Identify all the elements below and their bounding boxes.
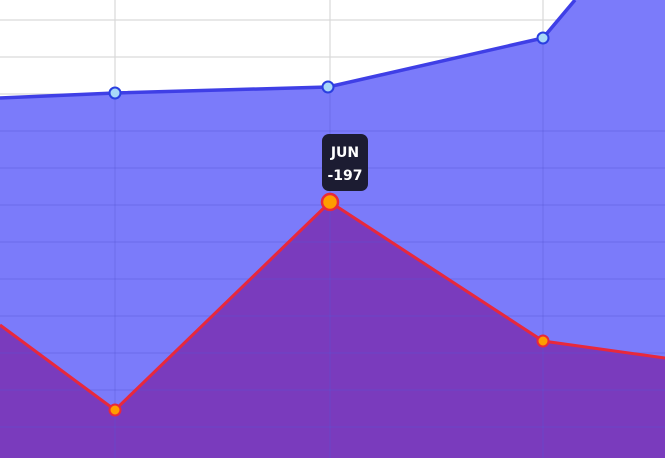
tooltip-label: JUN [330,145,359,161]
red-points [108,334,550,417]
active-point [320,192,340,212]
tooltip-value: -197 [327,168,362,184]
blue-points [108,31,550,100]
tooltip: JUN -197 [322,134,368,191]
tooltip-box [322,134,368,191]
purple-area [0,202,665,458]
